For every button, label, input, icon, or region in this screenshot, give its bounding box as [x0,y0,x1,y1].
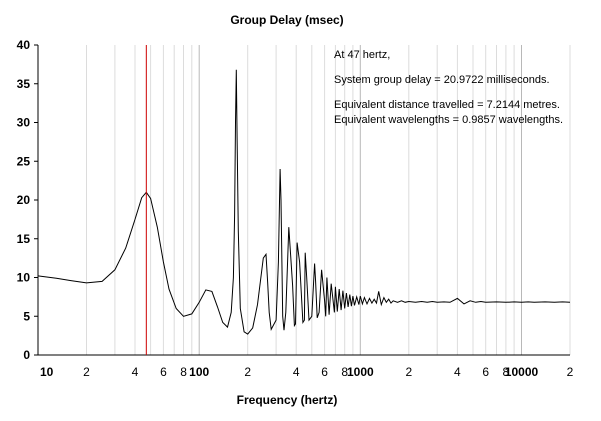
x-tick-label: 2 [405,365,412,379]
y-tick-label: 30 [17,116,31,130]
x-tick-label: 6 [160,365,167,379]
y-tick-label: 0 [23,348,30,362]
x-tick-label: 8 [180,365,187,379]
y-tick-label: 15 [17,232,31,246]
y-tick-label: 5 [23,309,30,323]
x-tick-label: 8 [341,365,348,379]
y-tick-label: 40 [17,38,31,52]
y-tick-label: 25 [17,154,31,168]
readout-frequency: At 47 hertz, [334,49,390,61]
x-tick-label: 8 [503,365,510,379]
x-tick-label: 10000 [505,365,539,379]
readout-annotation: At 47 hertz, System group delay = 20.972… [334,49,563,126]
y-tick-label: 20 [17,193,31,207]
x-axis-label: Frequency (hertz) [237,393,338,407]
x-tick-label: 6 [321,365,328,379]
y-tick-labels: 0 5 10 15 20 25 30 35 40 [17,38,38,362]
x-tick-label: 6 [482,365,489,379]
readout-distance: Equivalent distance travelled = 7.2144 m… [334,99,560,111]
series-line [37,69,571,335]
x-tick-label: 4 [454,365,461,379]
x-tick-label: 4 [293,365,300,379]
x-tick-label: 10 [40,365,54,379]
x-tick-label: 2 [83,365,90,379]
chart-title: Group Delay (msec) [230,13,343,27]
readout-group-delay: System group delay = 20.9722 millisecond… [334,74,550,86]
x-tick-label: 100 [189,365,209,379]
x-tick-label: 2 [567,365,574,379]
y-tick-label: 10 [17,271,31,285]
x-tick-label: 4 [132,365,139,379]
x-tick-label: 2 [244,365,251,379]
readout-wavelengths: Equivalent wavelengths = 0.9857 waveleng… [334,114,563,126]
x-tick-label: 1000 [347,365,374,379]
y-tick-label: 35 [17,77,31,91]
